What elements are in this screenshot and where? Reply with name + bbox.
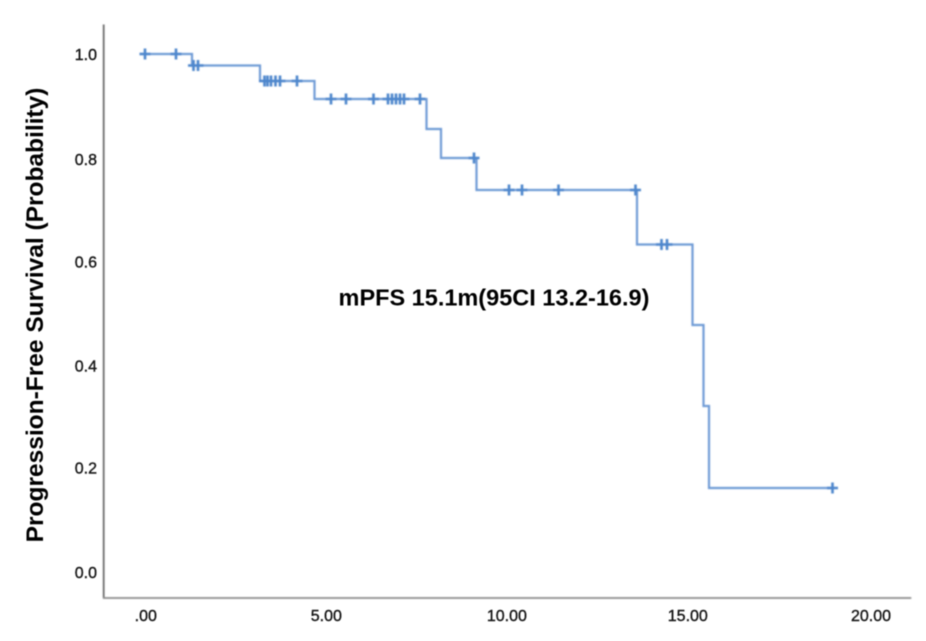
svg-text:mPFS 15.1m(95CI 13.2-16.9): mPFS 15.1m(95CI 13.2-16.9) <box>339 285 650 311</box>
svg-text:0.2: 0.2 <box>75 461 97 478</box>
svg-text:15.00: 15.00 <box>668 608 708 625</box>
svg-text:5.00: 5.00 <box>311 608 342 625</box>
svg-text:10.00: 10.00 <box>487 608 527 625</box>
svg-text:20.00: 20.00 <box>851 608 891 625</box>
svg-text:0.8: 0.8 <box>75 152 97 169</box>
svg-text:0.6: 0.6 <box>75 254 97 271</box>
svg-text:Progression-Free Survival (Pro: Progression-Free Survival (Probability) <box>22 88 49 543</box>
svg-text:.00: .00 <box>135 608 157 625</box>
svg-text:0.4: 0.4 <box>75 358 97 375</box>
svg-text:0.0: 0.0 <box>75 565 97 582</box>
svg-text:1.0: 1.0 <box>75 47 97 64</box>
